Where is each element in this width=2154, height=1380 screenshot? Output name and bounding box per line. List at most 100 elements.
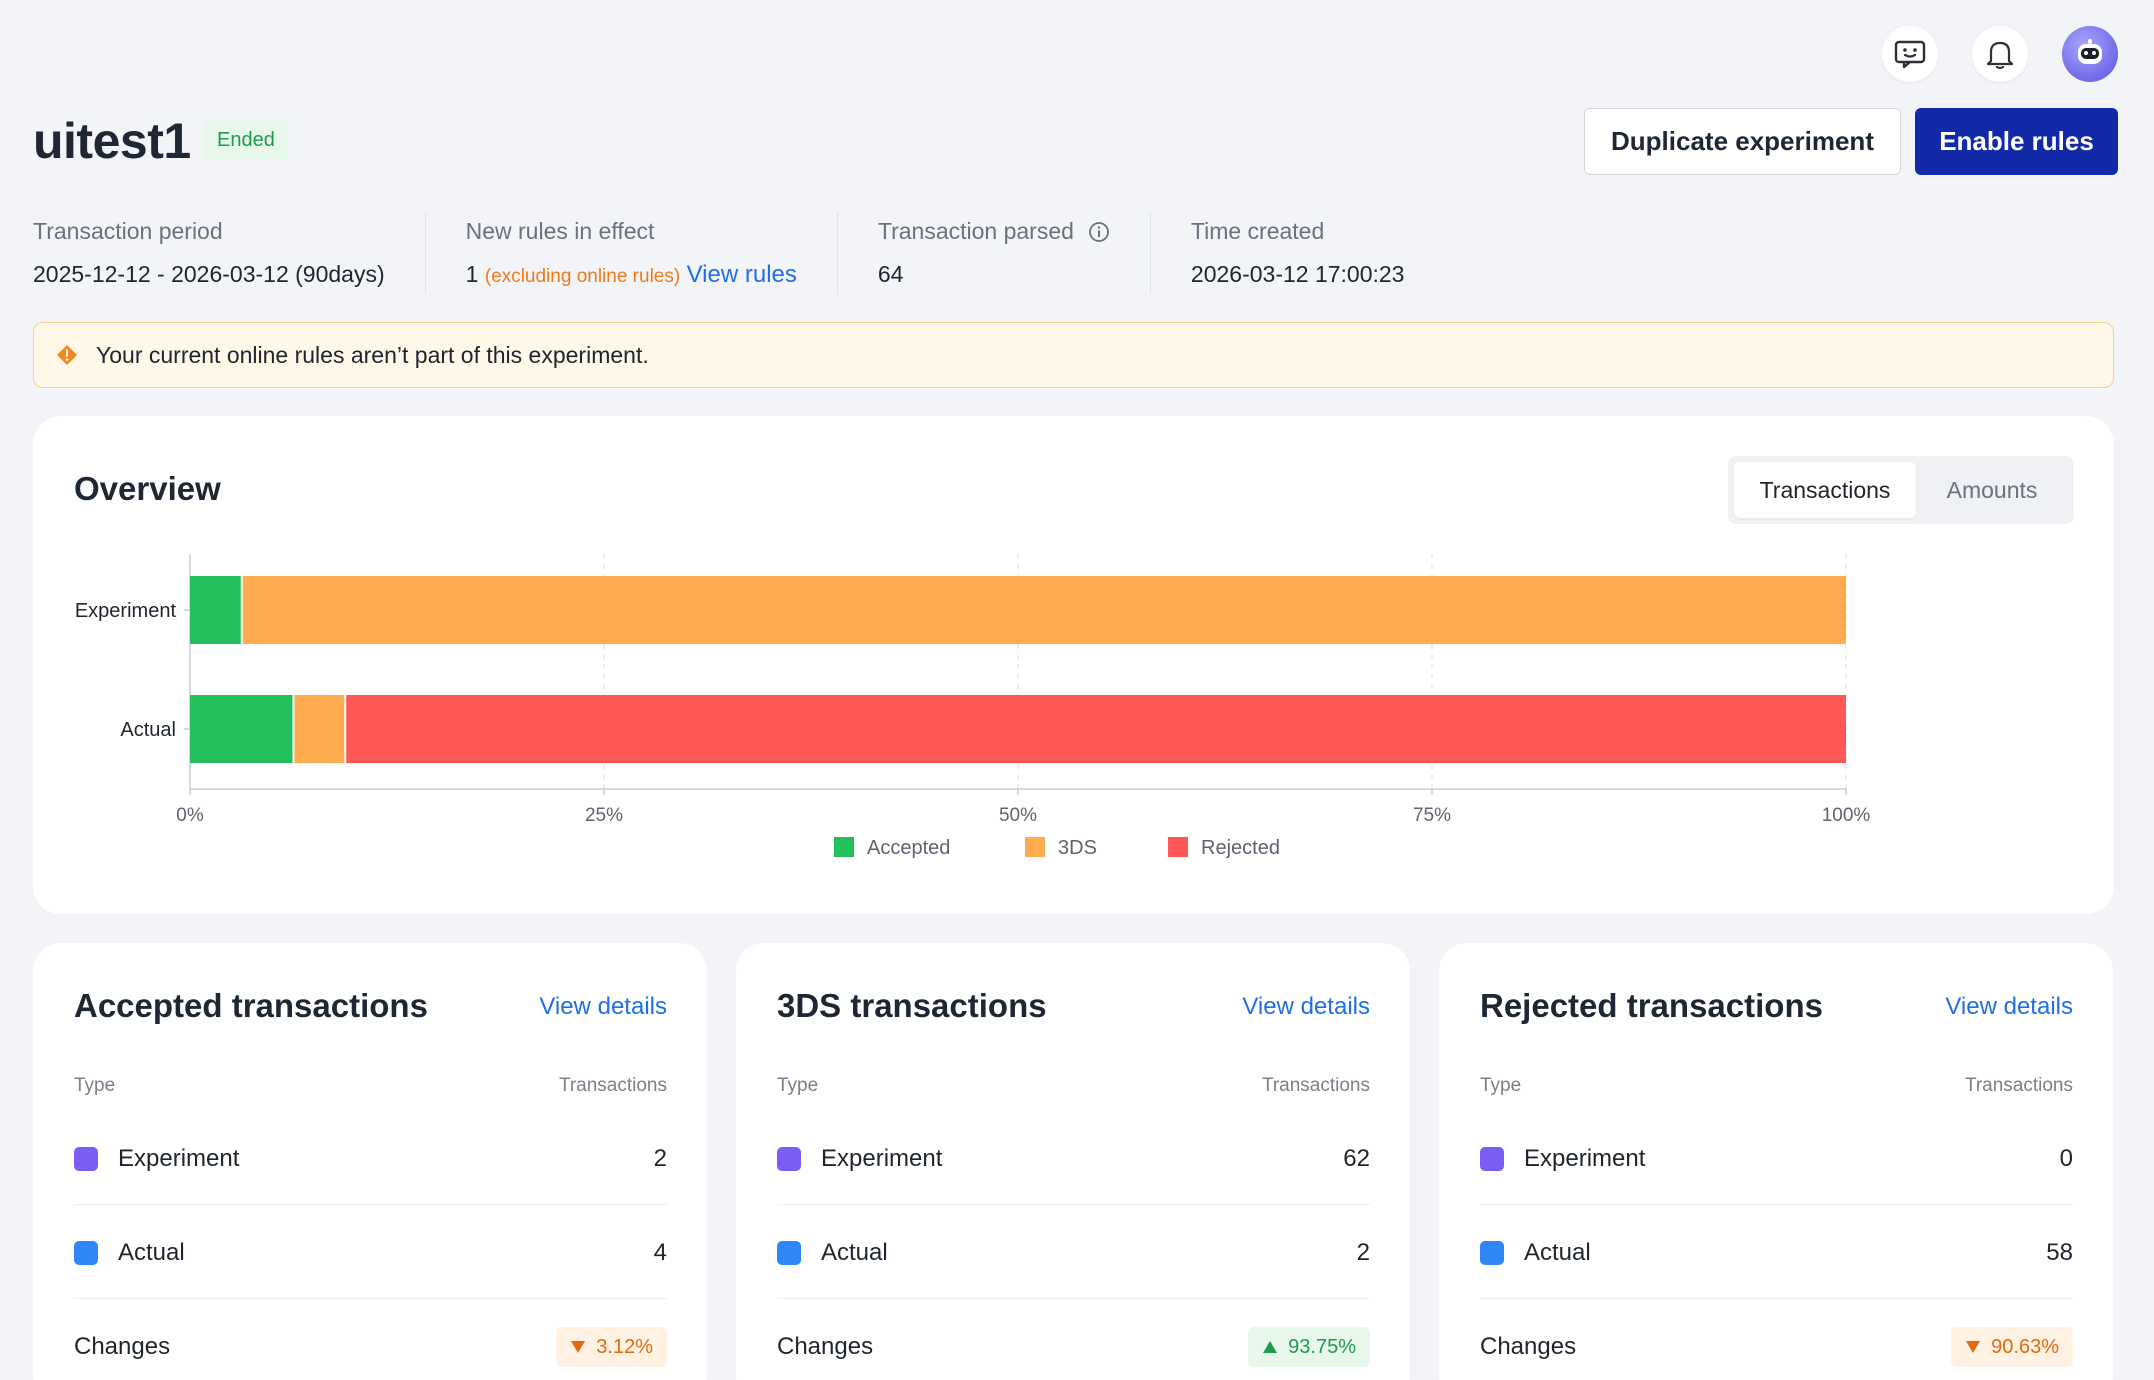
robot-avatar-icon xyxy=(2078,39,2102,64)
column-header-transactions: Transactions xyxy=(1964,1075,2073,1096)
row-label-group: Changes xyxy=(74,1333,170,1361)
row-value: 4 xyxy=(653,1238,667,1266)
experiment-swatch xyxy=(777,1146,801,1171)
row-label: Actual xyxy=(118,1238,185,1266)
legend-label-rejected: Rejected xyxy=(1201,837,1280,859)
overview-toggle: Transactions Amounts xyxy=(1728,456,2074,524)
duplicate-experiment-button[interactable]: Duplicate experiment xyxy=(1584,108,1901,175)
row-label-group: Experiment xyxy=(1480,1145,1645,1173)
row-label-group: Experiment xyxy=(777,1145,942,1173)
legend-swatch-rejected xyxy=(1168,837,1188,857)
rules-count: 1 xyxy=(465,261,479,287)
meta-transaction-period: Transaction period 2025-12-12 - 2026-03-… xyxy=(33,212,426,294)
view-details-link[interactable]: View details xyxy=(1242,993,1370,1020)
enable-rules-button[interactable]: Enable rules xyxy=(1915,108,2118,175)
change-value: 90.63% xyxy=(1991,1335,2059,1358)
row-label: Experiment xyxy=(118,1144,240,1172)
chat-bubble-icon xyxy=(1894,40,1926,69)
arrow-down-icon xyxy=(571,1341,586,1353)
table-row: Experiment 62 xyxy=(777,1113,1370,1205)
legend-swatch-accepted xyxy=(834,837,854,857)
stat-card-title: Accepted transactions xyxy=(74,987,428,1024)
row-label-group: Actual xyxy=(777,1239,888,1267)
page-header: uitest1 Ended Duplicate experiment Enabl… xyxy=(33,108,2118,178)
legend-swatch-3ds xyxy=(1025,837,1045,857)
row-value: 58 xyxy=(2046,1238,2073,1266)
bar-accepted-experiment xyxy=(190,576,242,644)
view-details-link[interactable]: View details xyxy=(1945,993,2073,1020)
chat-button[interactable] xyxy=(1882,26,1938,82)
info-icon[interactable] xyxy=(1088,221,1110,243)
row-label: Experiment xyxy=(1524,1144,1646,1172)
row-label: Changes xyxy=(1480,1333,1577,1360)
warning-banner: Your current online rules aren’t part of… xyxy=(33,322,2114,388)
column-header-transactions: Transactions xyxy=(1261,1075,1370,1096)
x-tick-label: 100% xyxy=(1822,805,1871,826)
table-row: Experiment 2 xyxy=(74,1113,667,1205)
row-label: Actual xyxy=(821,1238,888,1266)
meta-new-rules: New rules in effect 1 (excluding online … xyxy=(466,212,838,294)
actual-swatch xyxy=(1480,1240,1504,1265)
column-header-type: Type xyxy=(1480,1075,1522,1096)
row-value: 2 xyxy=(1356,1238,1370,1266)
actual-swatch xyxy=(777,1240,801,1265)
table-row: Changes 3.12% xyxy=(74,1301,667,1380)
tab-transactions[interactable]: Transactions xyxy=(1734,462,1916,518)
bell-icon xyxy=(1986,41,2014,70)
meta-label-text: Transaction parsed xyxy=(877,218,1074,244)
meta-label: Transaction period xyxy=(33,218,223,244)
accepted-transactions-card: Accepted transactions View details Type Tra… xyxy=(33,943,707,1380)
column-header-type: Type xyxy=(74,1075,116,1096)
table-row: Actual 2 xyxy=(777,1207,1370,1299)
experiment-swatch xyxy=(74,1146,98,1171)
change-badge: 93.75% xyxy=(1248,1327,1370,1367)
legend-label-accepted: Accepted xyxy=(867,837,950,859)
bar-3ds-experiment xyxy=(241,576,1846,644)
table-row: Actual 4 xyxy=(74,1207,667,1299)
meta-value: 1 (excluding online rules) View rules xyxy=(466,261,797,289)
table-row: Actual 58 xyxy=(1480,1207,2073,1299)
row-label: Changes xyxy=(777,1333,874,1360)
bar-accepted-actual xyxy=(190,695,294,763)
meta-time-created: Time created 2026-03-12 17:00:23 xyxy=(1191,212,1445,294)
meta-label: Transaction parsed xyxy=(878,218,1110,245)
overview-title: Overview xyxy=(74,470,221,507)
overview-chart: 0% 25% 50% 75% 100% Experiment Actual Accepted 3… xyxy=(75,554,1871,859)
view-rules-link[interactable]: View rules xyxy=(686,261,797,288)
stat-card-title: 3DS transactions xyxy=(777,987,1047,1024)
tab-amounts[interactable]: Amounts xyxy=(1946,476,2038,503)
notifications-button[interactable] xyxy=(1972,26,2028,82)
overview-card: Overview Transactions Amounts 0% 25% 50% 75… xyxy=(33,416,2114,914)
view-details-link[interactable]: View details xyxy=(539,993,667,1020)
change-value: 93.75% xyxy=(1288,1335,1356,1358)
status-badge: Ended xyxy=(203,120,289,160)
top-toolbar xyxy=(1882,26,2118,82)
row-label-group: Actual xyxy=(1480,1239,1591,1267)
row-label-group: Experiment xyxy=(74,1145,239,1173)
row-label-group: Actual xyxy=(74,1239,185,1267)
y-tick-label: Experiment xyxy=(75,600,177,622)
x-tick-label: 25% xyxy=(585,805,623,826)
experiment-swatch xyxy=(1480,1146,1504,1171)
meta-transaction-parsed: Transaction parsed 64 xyxy=(878,212,1151,294)
warning-text: Your current online rules aren’t part of… xyxy=(96,341,649,368)
table-row: Changes 90.63% xyxy=(1480,1301,2073,1380)
row-label: Actual xyxy=(1524,1238,1591,1266)
warning-diamond-icon xyxy=(57,345,77,365)
row-label-group: Changes xyxy=(777,1333,873,1361)
meta-value: 64 xyxy=(877,261,904,287)
meta-label: Time created xyxy=(1190,218,1325,244)
3ds-transactions-card: 3DS transactions View details Type Transact… xyxy=(736,943,1410,1380)
row-value: 0 xyxy=(2059,1144,2073,1172)
arrow-up-icon xyxy=(1263,1341,1278,1353)
x-tick-label: 75% xyxy=(1413,805,1451,826)
change-badge: 3.12% xyxy=(556,1327,667,1367)
page-title: uitest1 xyxy=(33,113,191,169)
user-avatar[interactable] xyxy=(2062,26,2118,82)
row-value: 62 xyxy=(1343,1144,1370,1172)
table-row: Experiment 0 xyxy=(1480,1113,2073,1205)
column-header-transactions: Transactions xyxy=(558,1075,667,1096)
x-tick-label: 0% xyxy=(176,805,204,826)
legend-label-3ds: 3DS xyxy=(1058,837,1097,859)
row-value: 2 xyxy=(653,1144,667,1172)
